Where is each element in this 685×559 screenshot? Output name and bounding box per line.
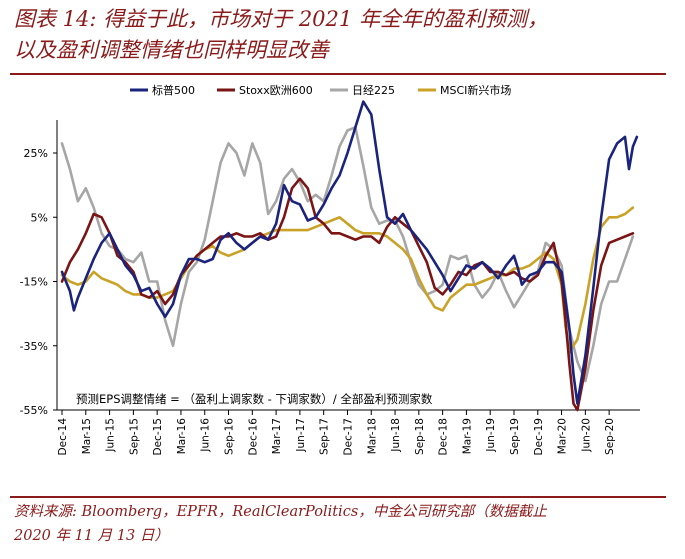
x-tick-label: Sep-20 <box>604 418 616 455</box>
x-tick-label: Dec-16 <box>247 418 259 456</box>
x-tick-label: Dec-15 <box>152 418 164 455</box>
msci-em-line <box>60 206 635 354</box>
figure-title: 图表 14: 得益于此，市场对于 2021 年全年的盈利预测， 以及盈利调整情绪… <box>14 4 674 66</box>
x-tick-label: Mar-15 <box>81 418 93 454</box>
x-tick-label: Jun-19 <box>485 418 497 453</box>
legend-label: MSCI新兴市场 <box>440 83 511 97</box>
formula-annotation: 预测EPS调整情绪 = （盈利上调家数 - 下调家数）/ 全部盈利预测家数 <box>76 392 433 406</box>
x-tick-label: Dec-14 <box>57 418 69 456</box>
x-tick-label: Jun-17 <box>295 418 307 453</box>
legend-label: 标普500 <box>152 83 195 97</box>
x-tick-label: Mar-16 <box>176 418 188 455</box>
y-tick-label: 5% <box>31 211 48 224</box>
x-tick-label: Jun-20 <box>580 418 592 453</box>
x-tick-label: Jun-16 <box>200 418 212 453</box>
sp500-line <box>60 100 639 405</box>
x-tick-label: Dec-18 <box>438 418 450 455</box>
source-note: 资料来源: Bloomberg，EPFR，RealClearPolitics，中… <box>14 500 674 548</box>
eps-revision-chart: 25% 5% -15% -35% -55% Dec-14 Mar-15 Jun-15 Sep-1… <box>20 83 640 456</box>
x-tick-label: Dec-17 <box>342 418 354 455</box>
x-tick-label: Sep-15 <box>128 418 140 455</box>
x-tick-label: Sep-19 <box>509 418 521 455</box>
source-line2: 2020 年 11 月 13 日） <box>14 528 169 544</box>
x-tick-label: Mar-19 <box>461 418 473 454</box>
x-tick-label: Dec-19 <box>533 418 545 455</box>
stoxx600-line <box>60 177 635 412</box>
x-tick-label: Mar-17 <box>271 418 283 454</box>
title-divider <box>10 73 666 75</box>
x-tick-label: Mar-20 <box>557 418 569 454</box>
x-tick-label: Jun-18 <box>390 418 402 453</box>
figure-title-line2: 以及盈利调整情绪也同样明显改善 <box>14 38 329 62</box>
x-tick-label: Sep-17 <box>319 418 331 455</box>
source-line1: 资料来源: Bloomberg，EPFR，RealClearPolitics，中… <box>14 504 547 520</box>
x-tick-label: Sep-16 <box>224 418 236 455</box>
x-tick-label: Jun-15 <box>105 418 117 453</box>
x-tick-label: Mar-18 <box>366 418 378 454</box>
y-tick-label: -35% <box>20 340 48 353</box>
figure-title-line1: 图表 14: 得益于此，市场对于 2021 年全年的盈利预测， <box>14 7 548 31</box>
x-tick-label: Sep-18 <box>414 418 426 455</box>
y-tick-label: -55% <box>20 404 48 417</box>
legend-label: Stoxx欧洲600 <box>239 84 313 97</box>
legend-label: 日经225 <box>352 84 395 97</box>
y-tick-label: -15% <box>20 276 48 289</box>
y-tick-label: 25% <box>24 147 48 160</box>
source-divider <box>10 496 666 498</box>
